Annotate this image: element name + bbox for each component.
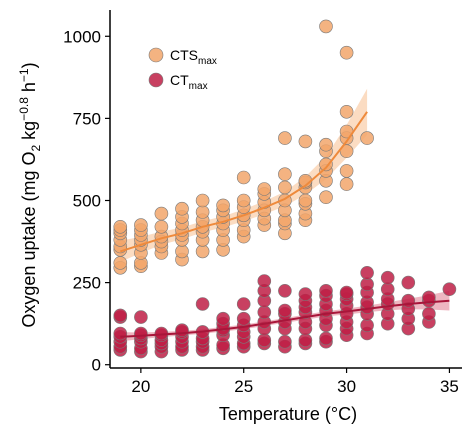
point-ct — [134, 310, 148, 324]
point-ct — [360, 265, 374, 280]
y-tick-label: 250 — [73, 274, 101, 293]
point-ct — [380, 270, 395, 285]
point-cts — [195, 244, 210, 259]
point-cts — [113, 220, 128, 234]
y-label-end: ) — [19, 62, 39, 68]
x-tick-label: 25 — [234, 377, 253, 396]
point-ct — [422, 290, 436, 305]
legend-sub-cts: max — [198, 56, 217, 67]
point-ct — [216, 311, 230, 326]
point-ct — [278, 303, 292, 318]
point-ct — [257, 274, 272, 288]
point-cts — [278, 180, 292, 195]
point-ct — [257, 333, 272, 347]
y-tick-label: 0 — [92, 356, 101, 375]
point-cts — [154, 220, 169, 234]
point-ct — [298, 287, 313, 301]
point-ct — [360, 318, 374, 333]
point-cts — [175, 201, 189, 216]
x-axis-ticks: 20 25 30 35 — [131, 368, 459, 396]
data-points — [113, 19, 457, 359]
y-label-sub: 2 — [29, 145, 43, 152]
legend-name-ct: CT — [170, 72, 189, 88]
trend-line-cts — [119, 111, 368, 253]
y-label-mid: kg — [19, 121, 39, 145]
point-cts — [134, 218, 148, 232]
point-cts — [319, 19, 333, 34]
point-ct — [422, 306, 436, 321]
x-axis-label: Temperature (°C) — [219, 404, 357, 424]
y-label-main: Oxygen uptake (mg O — [19, 152, 39, 328]
point-cts — [236, 193, 251, 208]
y-label-exp1: −0.8 — [17, 97, 31, 121]
point-ct — [319, 283, 333, 298]
point-cts — [236, 170, 251, 185]
y-label-exp2: −1 — [17, 68, 31, 82]
y-tick-label: 500 — [73, 191, 101, 210]
legend-label-cts: CTSmax — [170, 47, 217, 67]
point-cts — [298, 134, 313, 149]
legend-name-cts: CTS — [170, 47, 198, 63]
point-ct — [134, 326, 148, 341]
confidence-band-ct — [120, 290, 450, 342]
x-tick-label: 30 — [337, 377, 356, 396]
point-cts — [319, 190, 333, 204]
y-axis-ticks: 0 250 500 750 1000 — [63, 27, 110, 375]
point-ct — [401, 275, 416, 290]
point-ct — [339, 285, 354, 300]
legend-marker-ct — [148, 72, 164, 88]
y-tick-label: 1000 — [63, 27, 101, 46]
y-tick-label: 750 — [73, 109, 101, 128]
point-ct — [298, 333, 313, 347]
point-ct — [195, 297, 210, 311]
point-cts — [216, 198, 230, 213]
point-ct — [319, 331, 333, 346]
point-cts — [113, 256, 128, 270]
point-cts — [278, 131, 292, 145]
legend-marker-cts — [148, 47, 164, 63]
legend: CTSmax CTmax — [148, 47, 217, 92]
point-ct — [380, 282, 395, 297]
legend-label-ct: CTmax — [170, 72, 208, 92]
point-cts — [319, 137, 333, 152]
point-cts — [360, 131, 374, 145]
point-cts — [195, 205, 210, 219]
point-ct — [278, 283, 292, 298]
point-ct — [236, 311, 251, 326]
point-cts — [257, 182, 272, 196]
legend-sub-ct: max — [189, 81, 208, 92]
x-tick-label: 35 — [440, 377, 459, 396]
point-cts — [154, 206, 169, 221]
point-cts — [278, 167, 292, 181]
point-ct — [278, 334, 292, 349]
point-ct — [113, 326, 128, 341]
trend-lines — [119, 111, 450, 338]
point-ct — [257, 305, 272, 320]
point-cts — [195, 193, 210, 208]
point-ct — [236, 297, 251, 311]
point-ct — [175, 323, 189, 338]
point-ct — [442, 282, 457, 297]
point-ct — [113, 308, 128, 323]
point-cts — [298, 193, 313, 208]
trend-line-ct — [120, 299, 450, 338]
point-cts — [339, 45, 354, 60]
point-cts — [175, 244, 189, 259]
y-axis-label: Oxygen uptake (mg O2 kg−0.8 h−1) — [17, 62, 43, 327]
point-cts — [339, 164, 354, 178]
x-tick-label: 20 — [131, 377, 150, 396]
y-label-mid2: h — [19, 82, 39, 97]
point-cts — [339, 177, 354, 191]
point-ct — [360, 277, 374, 292]
point-cts — [339, 105, 354, 119]
